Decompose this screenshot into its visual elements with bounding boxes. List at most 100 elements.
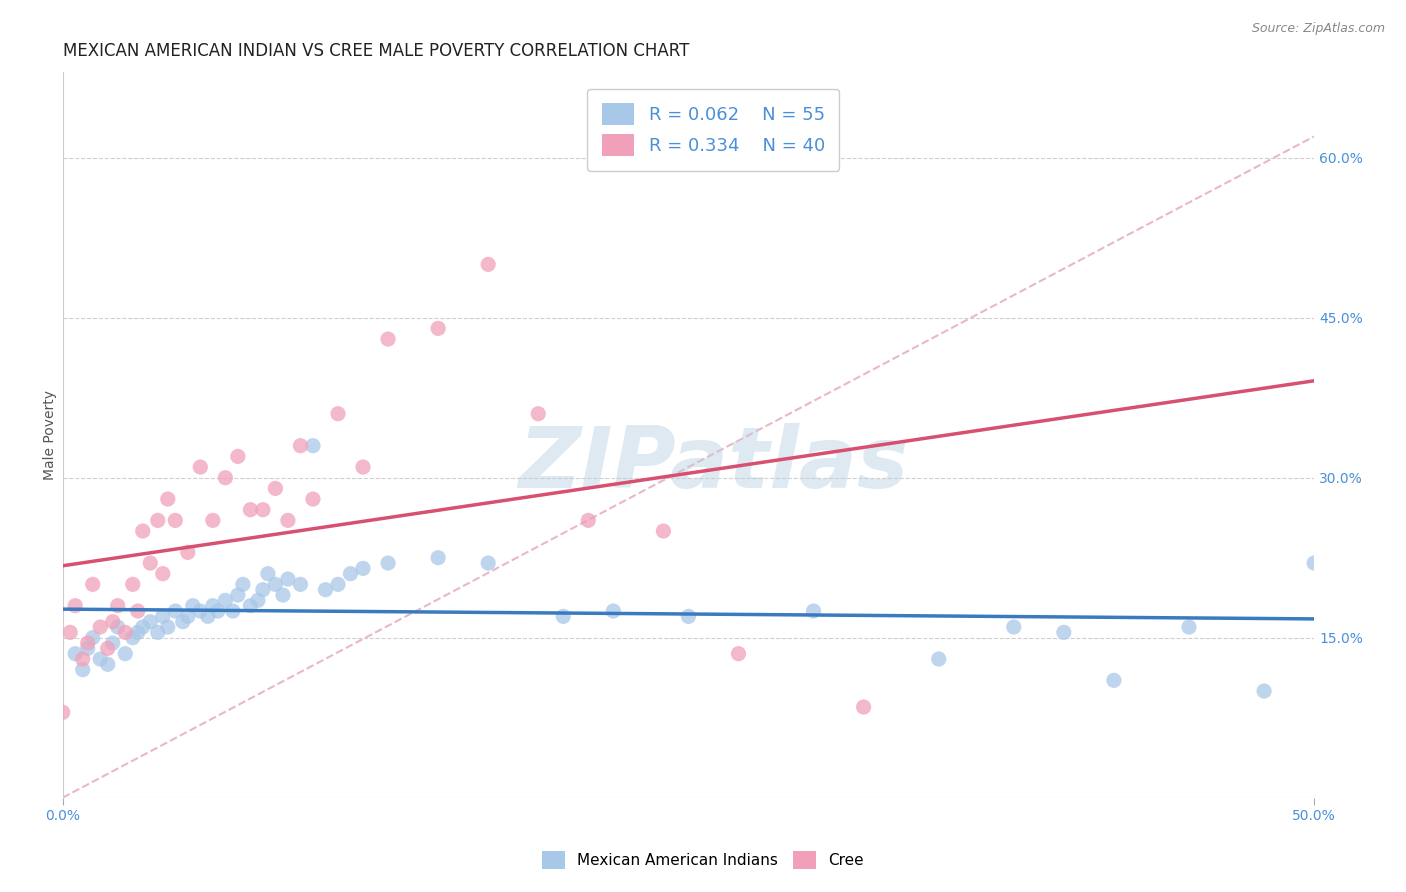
Point — [146, 625, 169, 640]
Point — [852, 700, 875, 714]
Point — [181, 599, 204, 613]
Point — [277, 513, 299, 527]
Text: Source: ZipAtlas.com: Source: ZipAtlas.com — [1251, 22, 1385, 36]
Text: ZIPatlas: ZIPatlas — [519, 423, 908, 506]
Point — [302, 491, 325, 506]
Legend: R = 0.062    N = 55, R = 0.334    N = 40: R = 0.062 N = 55, R = 0.334 N = 40 — [588, 88, 839, 170]
Point — [201, 513, 224, 527]
Point — [377, 332, 399, 346]
Point — [576, 513, 599, 527]
Point — [156, 620, 179, 634]
Point — [127, 625, 149, 640]
Point — [290, 439, 312, 453]
Point — [239, 502, 262, 516]
Point — [89, 620, 111, 634]
Point — [139, 556, 162, 570]
Point — [76, 636, 98, 650]
Point — [290, 577, 312, 591]
Y-axis label: Male Poverty: Male Poverty — [44, 390, 58, 480]
Point — [132, 620, 155, 634]
Point — [727, 647, 749, 661]
Point — [252, 502, 274, 516]
Point — [1253, 684, 1275, 698]
Point — [132, 524, 155, 538]
Point — [239, 599, 262, 613]
Point — [165, 513, 187, 527]
Point — [214, 593, 236, 607]
Point — [76, 641, 98, 656]
Point — [1053, 625, 1076, 640]
Point — [377, 556, 399, 570]
Point — [352, 561, 374, 575]
Point — [177, 609, 200, 624]
Point — [427, 550, 450, 565]
Point — [553, 609, 575, 624]
Point — [1303, 556, 1326, 570]
Point — [257, 566, 280, 581]
Point — [139, 615, 162, 629]
Point — [101, 615, 124, 629]
Point — [314, 582, 336, 597]
Point — [252, 582, 274, 597]
Point — [652, 524, 675, 538]
Point — [72, 663, 94, 677]
Point — [63, 599, 86, 613]
Point — [207, 604, 229, 618]
Point — [89, 652, 111, 666]
Point — [232, 577, 254, 591]
Point — [477, 257, 499, 271]
Point — [177, 545, 200, 559]
Point — [326, 577, 349, 591]
Point — [271, 588, 294, 602]
Point — [146, 513, 169, 527]
Point — [226, 450, 249, 464]
Legend: Mexican American Indians, Cree: Mexican American Indians, Cree — [536, 845, 870, 875]
Point — [114, 625, 136, 640]
Point — [352, 460, 374, 475]
Point — [226, 588, 249, 602]
Point — [197, 609, 219, 624]
Point — [101, 636, 124, 650]
Point — [264, 577, 287, 591]
Point — [82, 631, 104, 645]
Point — [107, 620, 129, 634]
Point — [803, 604, 825, 618]
Point — [152, 566, 174, 581]
Point — [156, 491, 179, 506]
Point — [214, 471, 236, 485]
Point — [165, 604, 187, 618]
Point — [477, 556, 499, 570]
Point — [59, 625, 82, 640]
Point — [339, 566, 361, 581]
Point — [678, 609, 700, 624]
Point — [114, 647, 136, 661]
Point — [82, 577, 104, 591]
Point — [201, 599, 224, 613]
Point — [222, 604, 245, 618]
Point — [72, 652, 94, 666]
Point — [107, 599, 129, 613]
Point — [928, 652, 950, 666]
Point — [1178, 620, 1201, 634]
Point — [277, 572, 299, 586]
Point — [264, 482, 287, 496]
Point — [127, 604, 149, 618]
Point — [121, 631, 143, 645]
Point — [1002, 620, 1025, 634]
Point — [1102, 673, 1125, 688]
Point — [302, 439, 325, 453]
Point — [52, 706, 75, 720]
Point — [246, 593, 269, 607]
Point — [152, 609, 174, 624]
Point — [427, 321, 450, 335]
Point — [326, 407, 349, 421]
Point — [527, 407, 550, 421]
Text: MEXICAN AMERICAN INDIAN VS CREE MALE POVERTY CORRELATION CHART: MEXICAN AMERICAN INDIAN VS CREE MALE POV… — [63, 42, 689, 60]
Point — [121, 577, 143, 591]
Point — [188, 604, 211, 618]
Point — [97, 641, 120, 656]
Point — [188, 460, 211, 475]
Point — [63, 647, 86, 661]
Point — [172, 615, 194, 629]
Point — [97, 657, 120, 672]
